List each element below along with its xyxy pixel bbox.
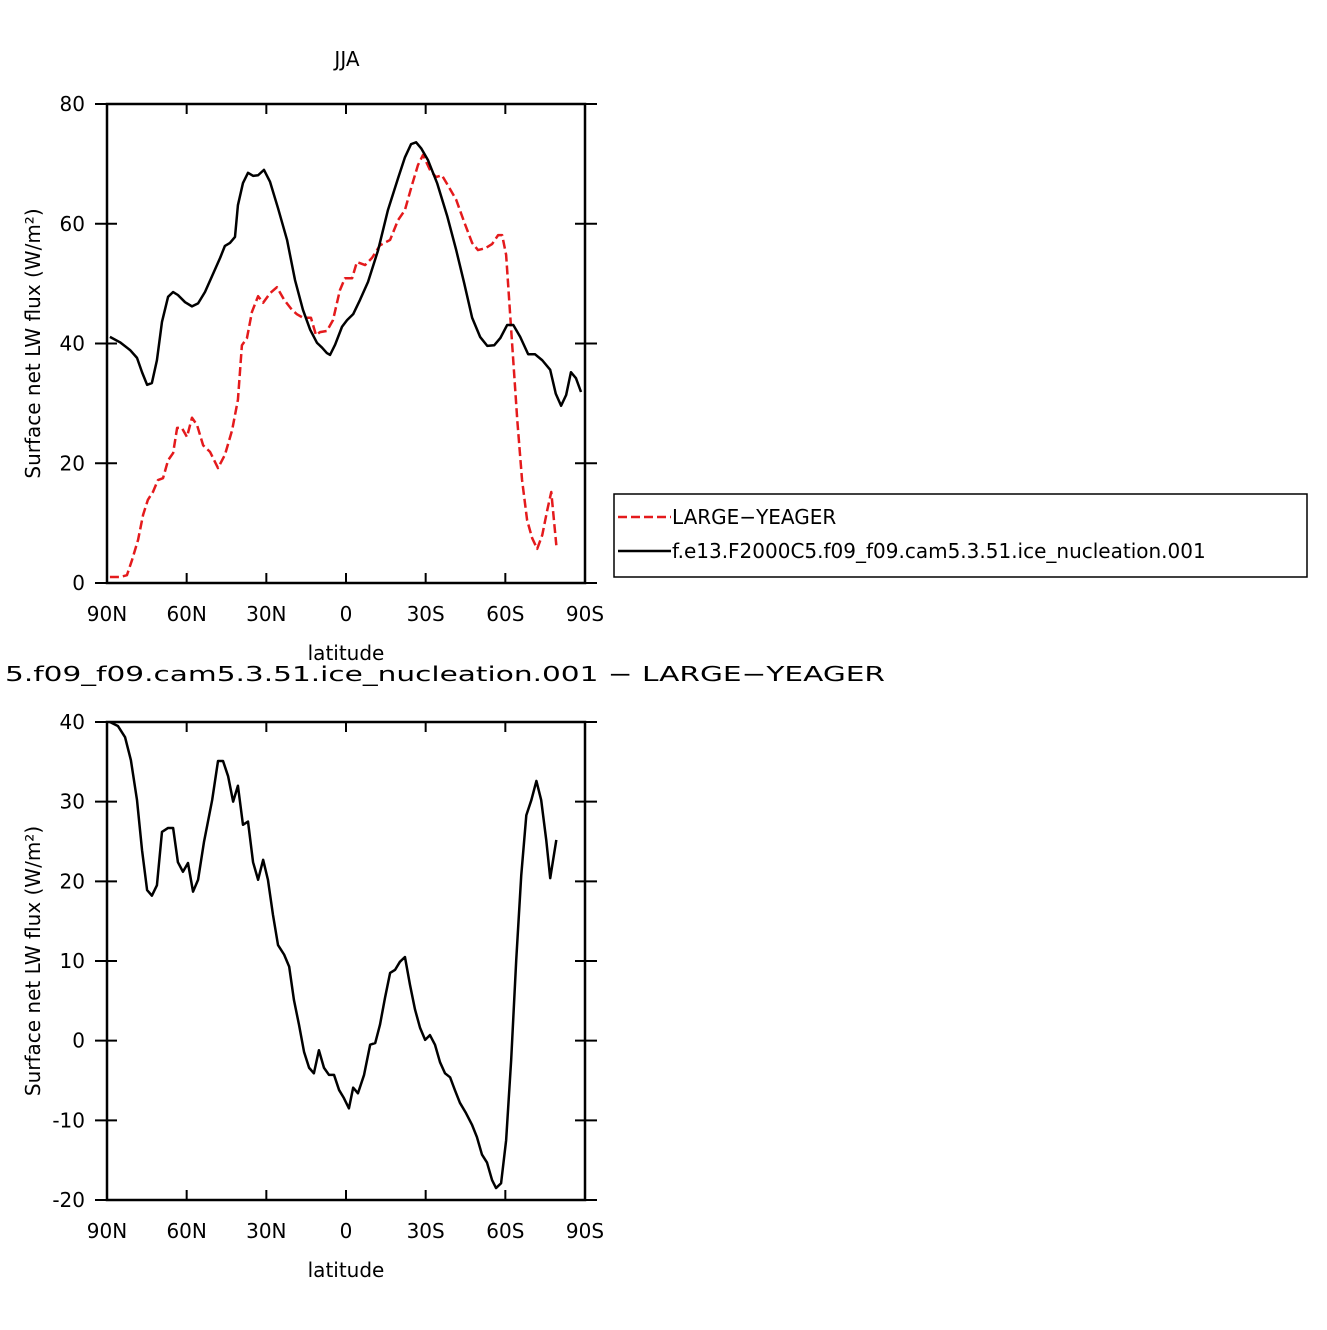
x-axis-label: latitude [308,1258,385,1282]
chart-title: 5.f09_f09.cam5.3.51.ice_nucleation.001 −… [5,662,885,686]
x-tick-label: 90S [566,1219,604,1243]
legend-label: LARGE−YEAGER [672,505,836,529]
y-tick-label: 40 [60,332,85,356]
y-tick-label: 10 [60,949,85,973]
x-tick-label: 60S [486,602,524,626]
x-tick-label: 90N [87,602,127,626]
x-tick-label: 30N [246,602,286,626]
y-tick-label: 0 [72,1029,85,1053]
x-tick-label: 0 [340,602,353,626]
y-tick-label: 20 [60,869,85,893]
y-tick-label: 20 [60,451,85,475]
x-tick-label: 30S [407,1219,445,1243]
x-tick-label: 60N [166,602,206,626]
x-tick-label: 60N [166,1219,206,1243]
data-line [109,141,583,408]
chart-title: JJA [332,47,359,71]
x-tick-label: 90S [566,602,604,626]
y-axis-label: Surface net LW flux (W/m²) [21,208,45,478]
y-axis-label: Surface net LW flux (W/m²) [21,826,45,1096]
x-tick-label: 60S [486,1219,524,1243]
y-tick-label: -10 [52,1108,85,1132]
legend-label: f.e13.F2000C5.f09_f09.cam5.3.51.ice_nucl… [672,539,1206,563]
x-tick-label: 90N [87,1219,127,1243]
x-tick-label: 30S [407,602,445,626]
y-tick-label: 80 [60,92,85,116]
y-tick-label: -20 [52,1188,85,1212]
plot-frame [105,720,587,1202]
y-tick-label: 60 [60,212,85,236]
x-tick-label: 0 [340,1219,353,1243]
data-line [109,720,558,1190]
y-tick-label: 40 [60,710,85,734]
x-axis-label: latitude [308,641,385,665]
y-tick-label: 30 [60,790,85,814]
x-tick-label: 30N [246,1219,286,1243]
plot-frame [105,102,587,585]
legend-box [613,493,1308,578]
data-line [109,153,558,579]
y-tick-label: 0 [72,571,85,595]
